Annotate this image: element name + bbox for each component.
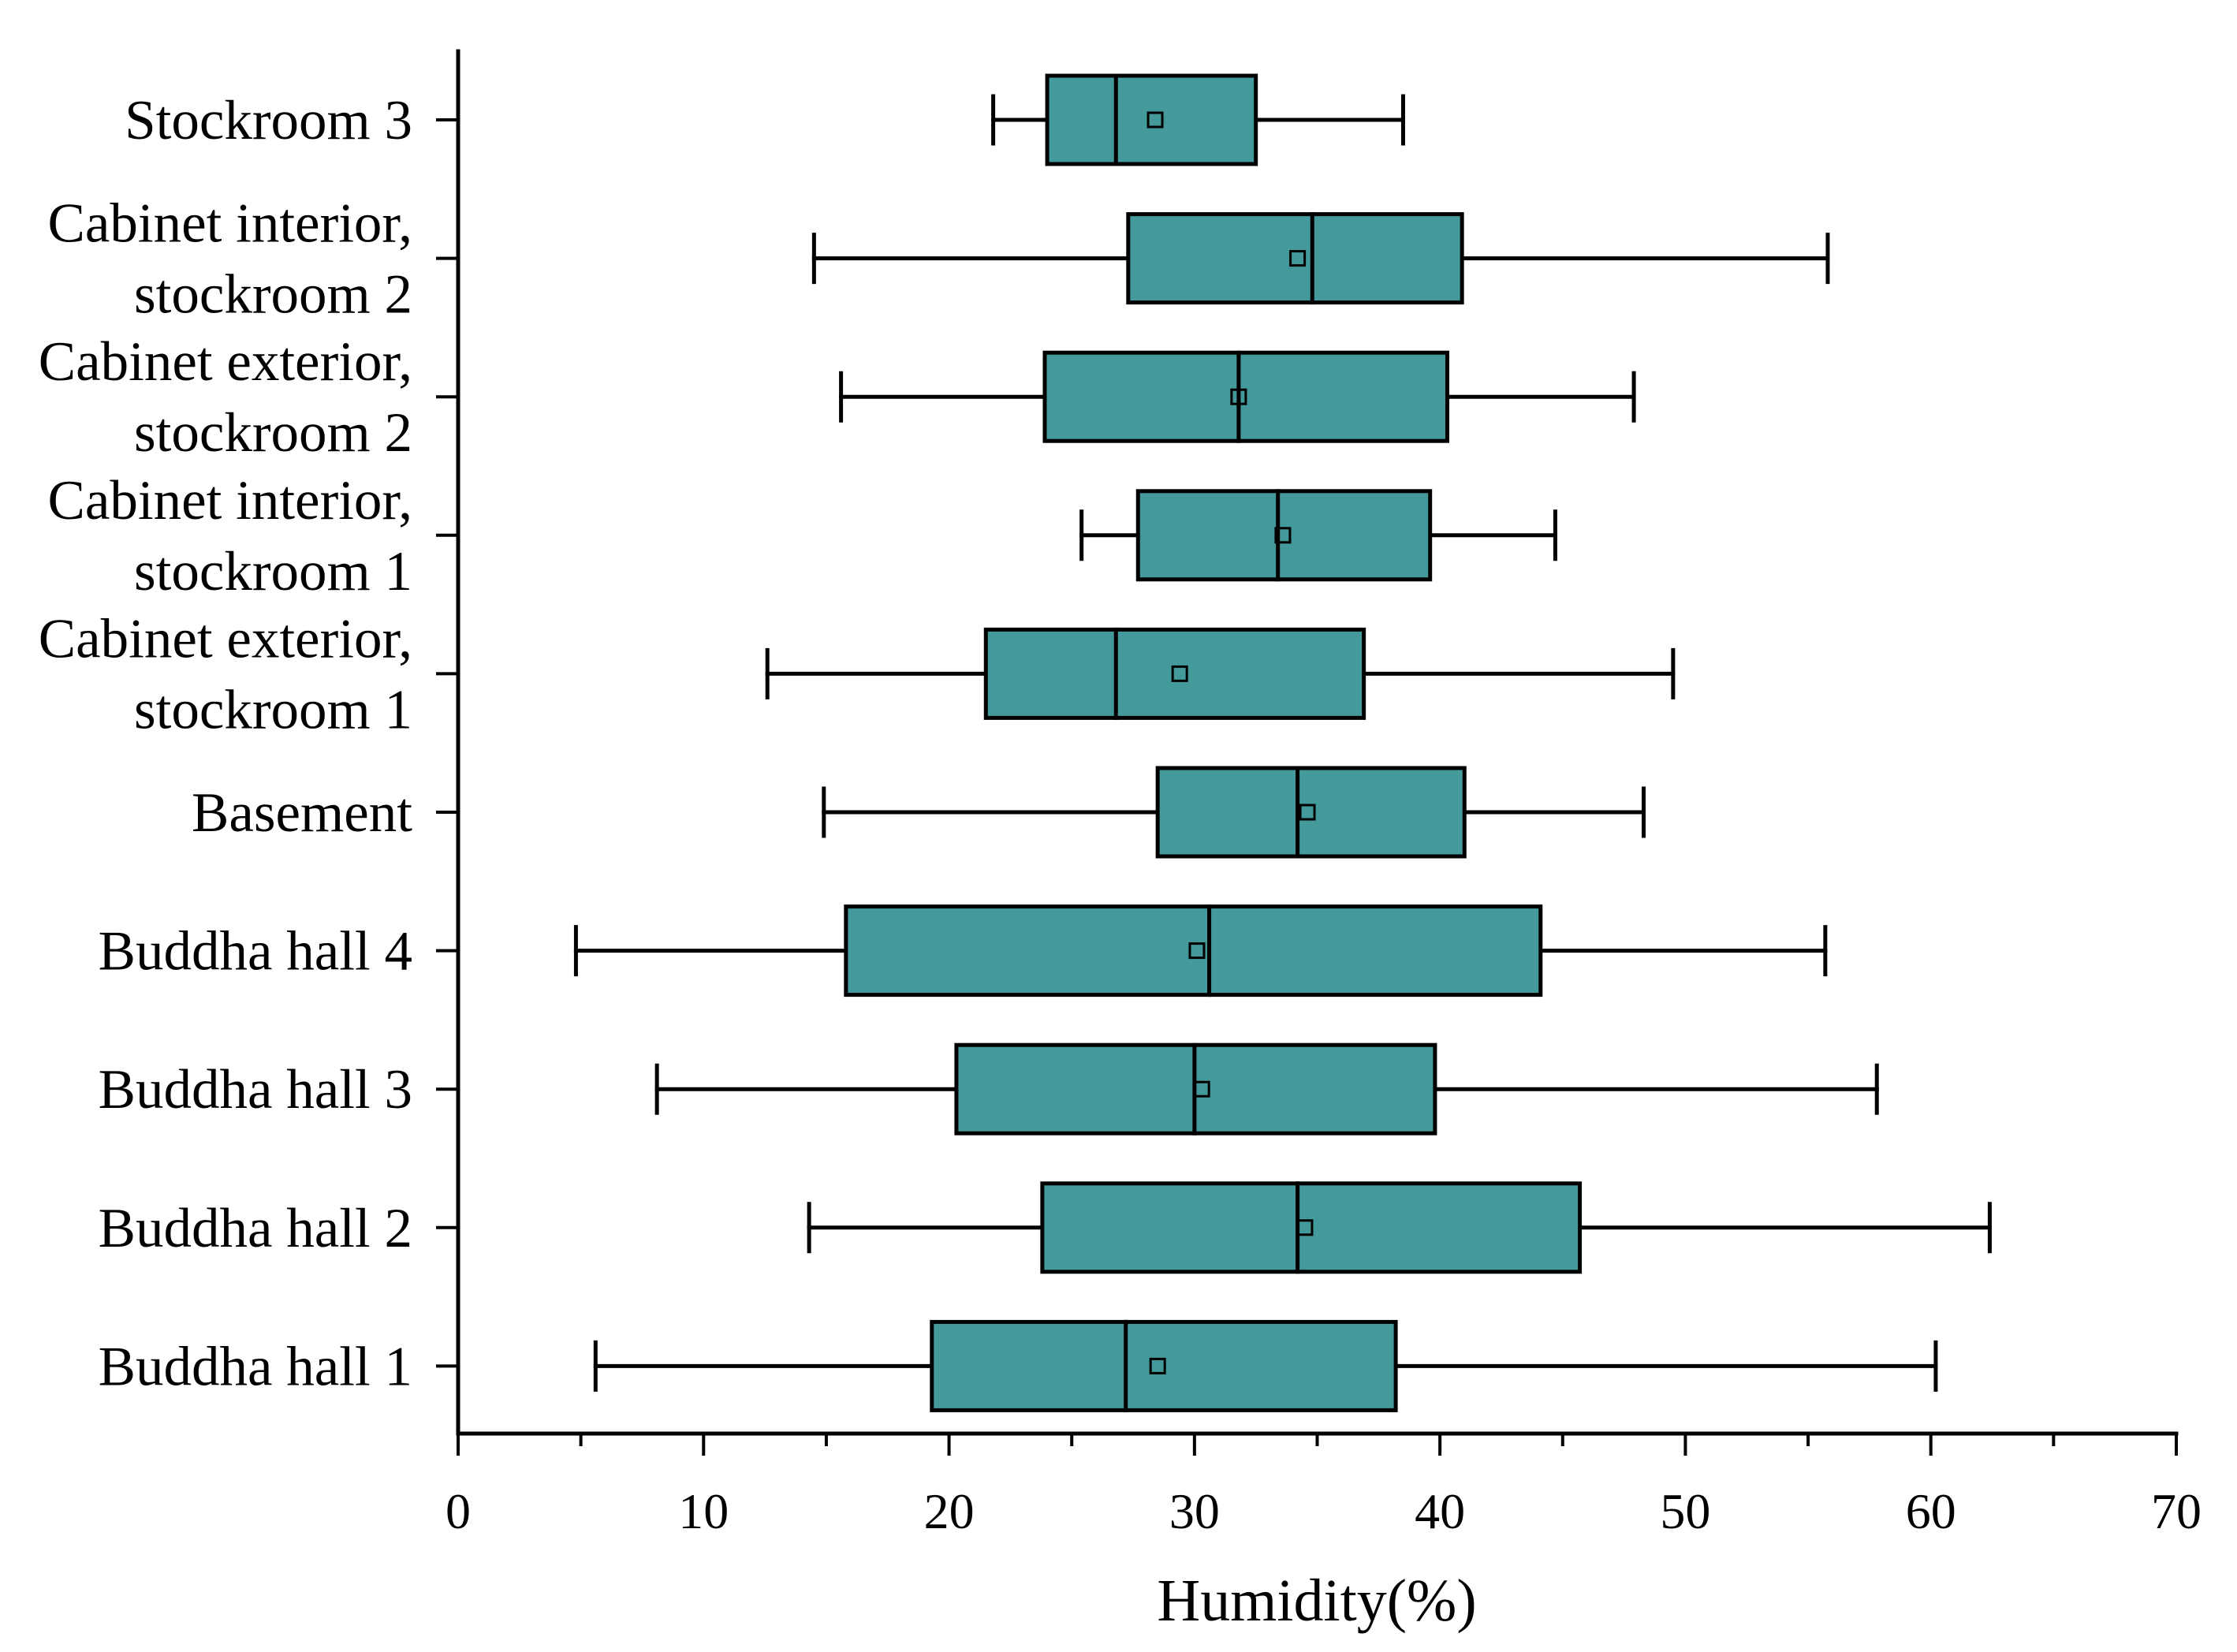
x-tick-label-40: 40 xyxy=(1415,1483,1465,1539)
category-label-cabinet-exterior-stockroom-2: stockroom 2 xyxy=(134,402,412,464)
mean-marker-cabinet-interior-stockroom-2 xyxy=(1289,250,1307,267)
category-label-cabinet-interior-stockroom-1: Cabinet interior, xyxy=(48,470,412,531)
category-label-cabinet-interior-stockroom-2: stockroom 2 xyxy=(134,264,412,326)
mean-marker-buddha-hall-1 xyxy=(1149,1357,1166,1374)
x-tick-label-70: 70 xyxy=(2151,1483,2202,1539)
x-axis-title: Humidity(%) xyxy=(1157,1568,1476,1634)
box-cabinet-interior-stockroom-1 xyxy=(1135,489,1433,582)
category-label-stockroom-3: Stockroom 3 xyxy=(125,90,412,151)
mean-marker-cabinet-interior-stockroom-1 xyxy=(1274,527,1292,544)
box-stockroom-3 xyxy=(1045,73,1258,166)
mean-marker-buddha-hall-3 xyxy=(1193,1080,1210,1098)
x-tick-label-60: 60 xyxy=(1906,1483,1956,1539)
box-cabinet-interior-stockroom-2 xyxy=(1126,212,1464,305)
x-tick-label-30: 30 xyxy=(1169,1483,1220,1539)
category-label-cabinet-interior-stockroom-1: stockroom 1 xyxy=(134,541,412,602)
x-tick-label-50: 50 xyxy=(1660,1483,1710,1539)
category-label-cabinet-exterior-stockroom-1: Cabinet exterior, xyxy=(39,608,412,669)
category-label-basement: Basement xyxy=(192,782,412,844)
mean-marker-buddha-hall-4 xyxy=(1188,942,1206,960)
box-basement xyxy=(1155,766,1467,859)
mean-marker-cabinet-exterior-stockroom-1 xyxy=(1171,665,1188,682)
category-label-cabinet-exterior-stockroom-1: stockroom 1 xyxy=(134,679,412,740)
x-tick-label-20: 20 xyxy=(924,1483,975,1539)
box-cabinet-exterior-stockroom-1 xyxy=(983,627,1366,720)
box-buddha-hall-4 xyxy=(844,904,1543,998)
mean-marker-cabinet-exterior-stockroom-2 xyxy=(1230,388,1247,405)
category-label-buddha-hall-4: Buddha hall 4 xyxy=(99,921,412,983)
mean-marker-basement xyxy=(1299,804,1316,821)
category-label-cabinet-exterior-stockroom-2: Cabinet exterior, xyxy=(39,331,412,393)
category-label-buddha-hall-3: Buddha hall 3 xyxy=(99,1059,412,1121)
x-tick-label-10: 10 xyxy=(678,1483,729,1539)
x-tick-label-0: 0 xyxy=(446,1483,471,1539)
category-label-buddha-hall-1: Buddha hall 1 xyxy=(99,1336,412,1397)
category-label-buddha-hall-2: Buddha hall 2 xyxy=(99,1198,412,1259)
mean-marker-stockroom-3 xyxy=(1146,111,1164,129)
category-label-cabinet-interior-stockroom-2: Cabinet interior, xyxy=(48,193,412,255)
mean-marker-buddha-hall-2 xyxy=(1296,1219,1314,1236)
